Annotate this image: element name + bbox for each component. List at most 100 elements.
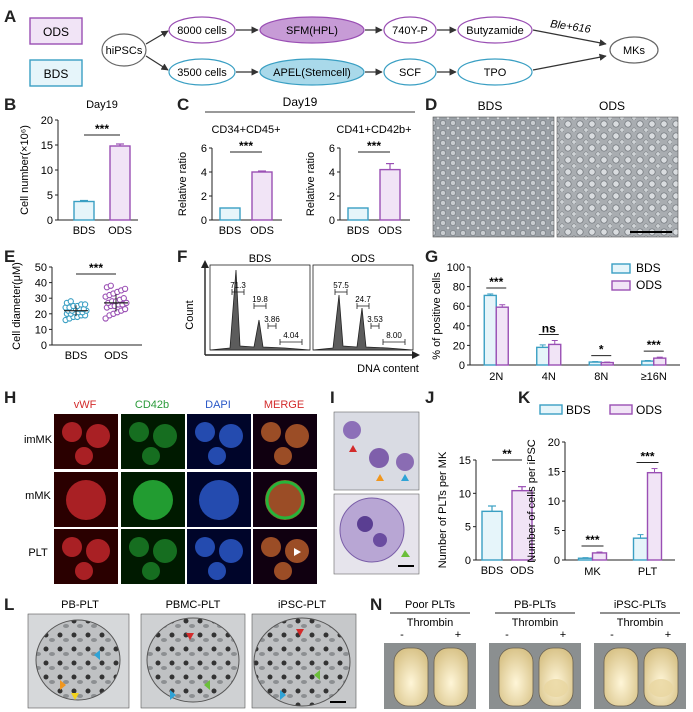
y-axis-label: % of positive cells xyxy=(431,272,443,360)
chart-k-cells-per-ipsc: 0 5 10 15 20 Number of cells per iPSC MK *** PLT… xyxy=(526,403,675,578)
x-tick-label: 8N xyxy=(594,371,608,383)
cell-signal xyxy=(274,562,292,580)
panel-d-label-ods: ODS xyxy=(599,99,625,113)
panel-label-h: H xyxy=(4,388,16,407)
y-tick-label: 2 xyxy=(201,191,207,203)
x-tick-label: ODS xyxy=(250,225,274,237)
n-minus: - xyxy=(505,629,509,641)
n-label-0: Poor PLTs xyxy=(405,599,455,611)
x-tick-label: BDS xyxy=(73,225,96,237)
n-plus: + xyxy=(455,629,461,641)
y-tick-label: 0 xyxy=(465,555,471,567)
cell-signal xyxy=(86,539,110,563)
panel-h-immunofluorescence: vWF CD42b DAPI MERGE imMK mMK PLT xyxy=(24,399,317,584)
cell-signal xyxy=(261,422,281,442)
panel-d-micrographs: BDS ODS xyxy=(432,99,679,238)
x-tick-label: 2N xyxy=(489,371,503,383)
x-tick-label: ODS xyxy=(378,225,402,237)
legend-swatch-ods xyxy=(609,404,633,415)
gate-label: 71.3 xyxy=(230,281,246,290)
bar-ods xyxy=(495,306,509,366)
y-axis-label: Number of PLTs per MK xyxy=(437,451,449,568)
y-tick-label: 30 xyxy=(35,293,47,305)
ods-step-3: 740Y-P xyxy=(392,25,428,37)
hipscs-label: hiPSCs xyxy=(106,45,143,57)
panel-label-d: D xyxy=(425,95,437,114)
y-tick-label: 6 xyxy=(201,143,207,155)
gate-label: 57.5 xyxy=(333,281,349,290)
x-tick-label: ODS xyxy=(108,225,132,237)
bds-box-label: BDS xyxy=(44,67,69,81)
y-tick-label: 40 xyxy=(453,321,465,333)
y-tick-label: 15 xyxy=(41,140,53,152)
y-tick-label: 0 xyxy=(554,555,560,567)
bar-bds xyxy=(536,346,550,366)
cell-signal xyxy=(133,480,173,520)
histogram-area xyxy=(312,294,414,351)
bds-box xyxy=(29,59,83,87)
data-point xyxy=(102,315,109,322)
gate-label: 4.04 xyxy=(283,331,299,340)
gate-label: 19.8 xyxy=(252,295,268,304)
n-thrombin: Thrombin xyxy=(617,617,663,629)
significance-label: * xyxy=(599,343,604,357)
gate-label: 24.7 xyxy=(355,295,371,304)
clot xyxy=(544,679,568,697)
cell-signal xyxy=(195,422,215,442)
cell-signal xyxy=(142,562,160,580)
y-tick-label: 80 xyxy=(453,282,465,294)
panel-label-f: F xyxy=(177,247,187,266)
panel-label-c: C xyxy=(177,95,189,114)
cell-signal xyxy=(274,447,292,465)
significance-label: ** xyxy=(502,447,512,461)
h-row-plt: PLT xyxy=(28,547,48,559)
h-col-vwf: vWF xyxy=(74,399,97,411)
panel-label-g: G xyxy=(425,247,438,266)
ods-box xyxy=(29,17,83,45)
ods-step-2: SFM(HPL) xyxy=(286,25,338,37)
bar-ods xyxy=(109,145,131,221)
chart-f-dna-content: Count DNA content BDS 71.3 19.8 3.864.04 ODS 57… xyxy=(184,253,420,375)
tube-minus xyxy=(498,647,534,707)
bds-step-4: TPO xyxy=(484,67,507,79)
y-axis-label: Count xyxy=(184,300,196,329)
h-col-dapi: DAPI xyxy=(205,399,231,411)
bds-step-2: APEL(Stemcell) xyxy=(273,67,351,79)
significance-label: *** xyxy=(640,450,654,464)
green-arrowhead xyxy=(401,550,410,557)
h-col-cd42b: CD42b xyxy=(135,399,169,411)
bds-micrograph xyxy=(432,116,555,238)
n-label-2: iPSC-PLTs xyxy=(614,599,667,611)
x-axis-label: DNA content xyxy=(357,363,419,375)
y-tick-label: 10 xyxy=(35,324,47,336)
panel-c-title: Day19 xyxy=(283,95,318,109)
bar-bds xyxy=(73,200,95,221)
panel-i-stained-cells xyxy=(333,411,420,575)
legend-swatch-ods xyxy=(611,280,631,291)
cell-signal xyxy=(153,424,177,448)
n-minus: - xyxy=(400,629,404,641)
bar-ods xyxy=(251,171,273,221)
tube-plus xyxy=(433,647,469,707)
cell-signal xyxy=(195,537,215,557)
bar-ods xyxy=(548,343,562,366)
y-axis-label: Cell diameter(μM) xyxy=(11,262,23,350)
red-arrowhead xyxy=(349,445,357,452)
h-col-merge: MERGE xyxy=(264,399,304,411)
significance-label: *** xyxy=(585,533,599,547)
y-tick-label: 5 xyxy=(554,526,560,538)
orange-arrowhead xyxy=(376,474,384,481)
n-plus: + xyxy=(665,629,671,641)
n-thrombin: Thrombin xyxy=(407,617,453,629)
y-axis-label: Number of cells per iPSC xyxy=(526,439,538,563)
y-tick-label: 2 xyxy=(329,191,335,203)
cell-signal xyxy=(285,424,309,448)
y-tick-label: 10 xyxy=(41,165,53,177)
y-tick-label: 20 xyxy=(35,309,47,321)
data-point xyxy=(81,301,89,308)
x-tick-label: ODS xyxy=(510,565,534,577)
data-point xyxy=(121,285,129,292)
bar-bds xyxy=(481,510,503,561)
panel-label-n: N xyxy=(370,595,382,614)
